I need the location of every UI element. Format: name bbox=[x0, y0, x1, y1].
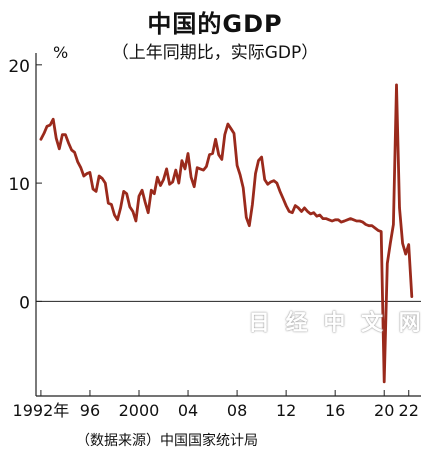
x-tick-label: 12 bbox=[276, 401, 296, 420]
gdp-growth-series-line bbox=[39, 83, 414, 384]
watermark: 日 经 中 文 网 bbox=[248, 311, 425, 336]
data-source-note: （数据来源）中国国家统计局 bbox=[76, 433, 258, 449]
x-tick-label: 1992年 bbox=[13, 401, 70, 420]
x-tick-label: 20 bbox=[374, 401, 394, 420]
x-tick-label: 08 bbox=[227, 401, 247, 420]
x-tick-label: 22 bbox=[399, 401, 419, 420]
x-tick-label: 96 bbox=[80, 401, 100, 420]
y-tick-label: 0 bbox=[19, 293, 30, 313]
y-tick-label: 20 bbox=[8, 57, 30, 77]
y-axis-unit-label: % bbox=[53, 43, 69, 62]
y-tick-label: 10 bbox=[8, 175, 30, 195]
x-tick-label: 04 bbox=[178, 401, 198, 420]
chart-title: 中国的GDP bbox=[147, 10, 283, 38]
x-tick-label: 2000 bbox=[119, 401, 160, 420]
chart-subtitle: （上年同期比，实际GDP） bbox=[111, 43, 319, 63]
x-tick-label: 16 bbox=[325, 401, 345, 420]
